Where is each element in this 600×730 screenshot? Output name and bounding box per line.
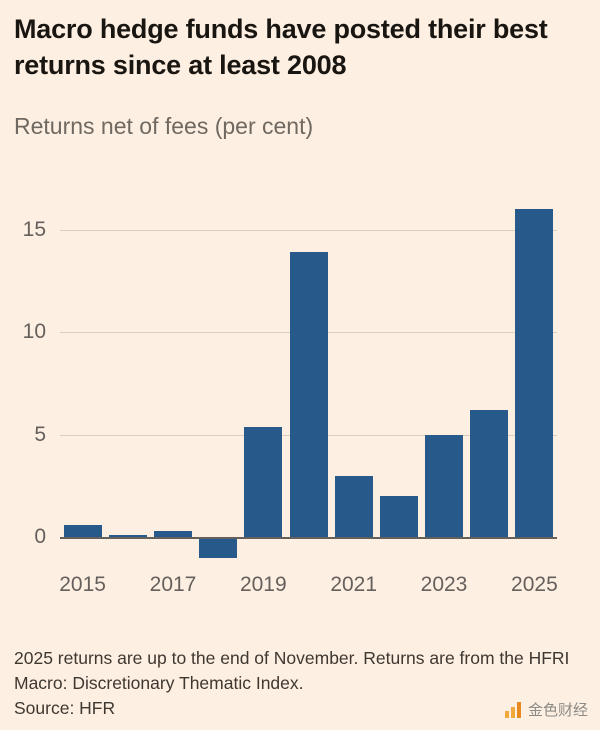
y-tick-label-0: 0 — [34, 525, 46, 549]
x-tick-label-2017: 2017 — [149, 573, 197, 596]
bar-2019 — [244, 426, 283, 538]
bar-2021 — [334, 475, 373, 538]
y-tick-label-15: 15 — [22, 217, 46, 241]
y-tick-label-5: 5 — [34, 422, 46, 446]
x-tick-label-2025: 2025 — [511, 573, 558, 596]
x-tick-label-2015: 2015 — [59, 573, 106, 596]
x-tick-label-2021: 2021 — [330, 573, 378, 596]
bar-2024 — [470, 410, 509, 538]
bar-chart-logo-icon — [504, 701, 521, 718]
bar-2020 — [289, 252, 328, 538]
gridline-15 — [60, 229, 557, 231]
watermark-logo: 金色财经 — [504, 699, 588, 720]
bar-2016 — [108, 535, 147, 538]
y-axis: 0 5 10 15 — [0, 195, 52, 560]
bar-2015 — [63, 525, 102, 538]
x-tick-label-2023: 2023 — [420, 573, 468, 596]
bar-2025 — [515, 209, 554, 538]
bar-2018 — [199, 537, 238, 558]
chart-title: Macro hedge funds have posted their best… — [14, 14, 548, 80]
logo-text: 金色财经 — [527, 702, 588, 719]
bar-2017 — [154, 531, 192, 538]
footnote: 2025 returns are up to the end of Novemb… — [14, 648, 570, 694]
chart-subtitle: Returns net of fees (per cent) — [14, 113, 314, 139]
source-label: Source: HFR — [14, 698, 116, 718]
y-tick-label-10: 10 — [22, 320, 46, 344]
bar-2022 — [379, 496, 418, 538]
x-tick-label-2019: 2019 — [239, 573, 287, 596]
x-axis-zero-line — [60, 537, 557, 540]
plot-area: 2015 2017 2019 2021 2023 2025 — [59, 195, 558, 596]
bar-2023 — [425, 434, 463, 538]
